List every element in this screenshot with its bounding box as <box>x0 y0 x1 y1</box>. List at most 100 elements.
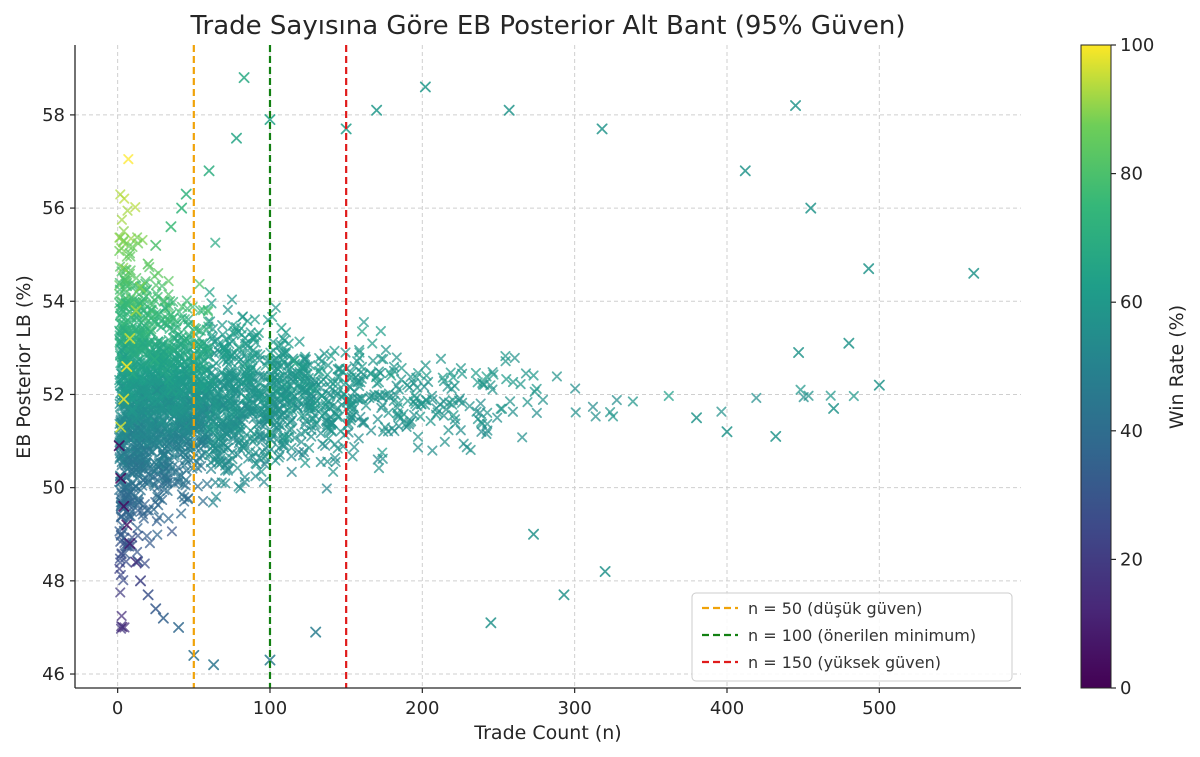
cloud-mark <box>172 343 183 354</box>
cloud-mark <box>131 412 142 423</box>
cloud-mark <box>140 357 151 368</box>
cloud-mark <box>251 459 262 470</box>
cloud-mark <box>201 478 213 490</box>
cloud-mark <box>323 433 334 444</box>
cloud-mark <box>149 295 160 306</box>
data-point <box>165 221 177 233</box>
cloud-mark <box>274 449 285 460</box>
cloud-mark <box>522 397 533 408</box>
cloud-mark <box>198 305 209 316</box>
cloud-mark <box>210 444 221 455</box>
cloud-mark <box>116 266 127 277</box>
cloud-mark <box>263 391 274 403</box>
cloud-mark <box>607 411 619 422</box>
data-point <box>130 305 142 317</box>
cloud-mark <box>259 459 270 470</box>
legend-label-150: n = 150 (yüksek güven) <box>748 653 941 672</box>
cloud-mark <box>151 516 162 527</box>
cloud-mark <box>300 354 311 365</box>
cloud-mark <box>146 323 157 335</box>
y-tick-label: 50 <box>42 478 65 499</box>
cloud-mark <box>153 395 164 407</box>
cloud-mark <box>380 344 391 355</box>
cloud-mark <box>223 376 235 388</box>
cloud-mark <box>286 466 297 478</box>
cloud-mark <box>517 432 528 443</box>
cloud-mark <box>212 344 223 355</box>
cloud-mark <box>118 432 129 443</box>
cloud-mark <box>200 390 211 401</box>
cloud-mark <box>172 331 183 342</box>
cloud-mark <box>225 395 236 406</box>
data-point <box>180 188 192 200</box>
cloud-mark <box>116 610 127 622</box>
data-point <box>118 500 130 512</box>
chart-title: Trade Sayısına Göre EB Posterior Alt Ban… <box>189 11 905 41</box>
cloud-mark <box>124 541 135 552</box>
legend-label-100: n = 100 (önerilen minimum) <box>748 626 976 645</box>
data-point <box>264 654 276 666</box>
cloud-mark <box>126 296 137 307</box>
cloud-mark <box>182 319 194 331</box>
cloud-mark <box>169 449 180 460</box>
cloud-mark <box>751 392 762 404</box>
cloud-mark <box>412 368 424 379</box>
data-point <box>130 556 142 568</box>
colorbar-tick-label: 100 <box>1120 35 1154 56</box>
cloud-mark <box>354 347 365 358</box>
cloud-mark <box>222 428 233 439</box>
cloud-mark <box>115 569 126 581</box>
cloud-mark <box>445 367 456 378</box>
cloud-mark <box>223 400 234 412</box>
cloud-mark <box>131 324 142 335</box>
cloud-mark <box>141 505 153 516</box>
data-point <box>150 239 162 251</box>
cloud-mark <box>716 406 727 417</box>
data-point <box>113 440 125 452</box>
cloud-mark <box>605 407 616 418</box>
cloud-mark <box>226 294 238 305</box>
cloud-mark <box>415 411 426 422</box>
cloud-mark <box>217 320 228 331</box>
data-point <box>150 603 162 615</box>
cloud-mark <box>315 428 326 439</box>
data-point <box>503 104 515 116</box>
cloud-mark <box>507 406 518 417</box>
cloud-mark <box>487 367 498 378</box>
data-point <box>135 575 147 587</box>
cloud-mark <box>197 338 208 349</box>
cloud-mark <box>204 316 216 327</box>
cloud-mark <box>276 322 287 333</box>
data-point <box>739 165 751 177</box>
cloud-mark <box>164 323 175 334</box>
cloud-mark <box>125 251 136 262</box>
cloud-mark <box>285 415 296 426</box>
cloud-mark <box>127 406 138 417</box>
cloud-mark <box>180 480 191 491</box>
cloud-mark <box>139 499 150 510</box>
cloud-mark <box>464 401 475 412</box>
cloud-mark <box>357 393 368 404</box>
cloud-mark <box>182 303 193 314</box>
data-point <box>793 347 805 359</box>
cloud-mark <box>125 511 136 522</box>
cloud-mark <box>149 354 160 365</box>
cloud-mark <box>320 440 331 451</box>
cloud-mark <box>294 336 305 347</box>
cloud-mark <box>297 385 308 396</box>
cloud-mark <box>116 214 127 225</box>
data-point <box>968 267 980 279</box>
cloud-mark <box>345 402 356 413</box>
cloud-mark <box>218 421 229 432</box>
data-point <box>264 114 276 126</box>
cloud-mark <box>183 371 194 382</box>
cloud-mark <box>825 390 836 401</box>
cloud-mark <box>245 327 256 338</box>
cloud-mark <box>137 338 148 349</box>
cloud-mark <box>198 356 209 367</box>
cloud-mark <box>438 410 450 421</box>
cloud-mark <box>320 399 331 410</box>
cloud-mark <box>118 235 129 246</box>
cloud-mark <box>377 447 388 458</box>
cloud-mark <box>314 365 325 377</box>
